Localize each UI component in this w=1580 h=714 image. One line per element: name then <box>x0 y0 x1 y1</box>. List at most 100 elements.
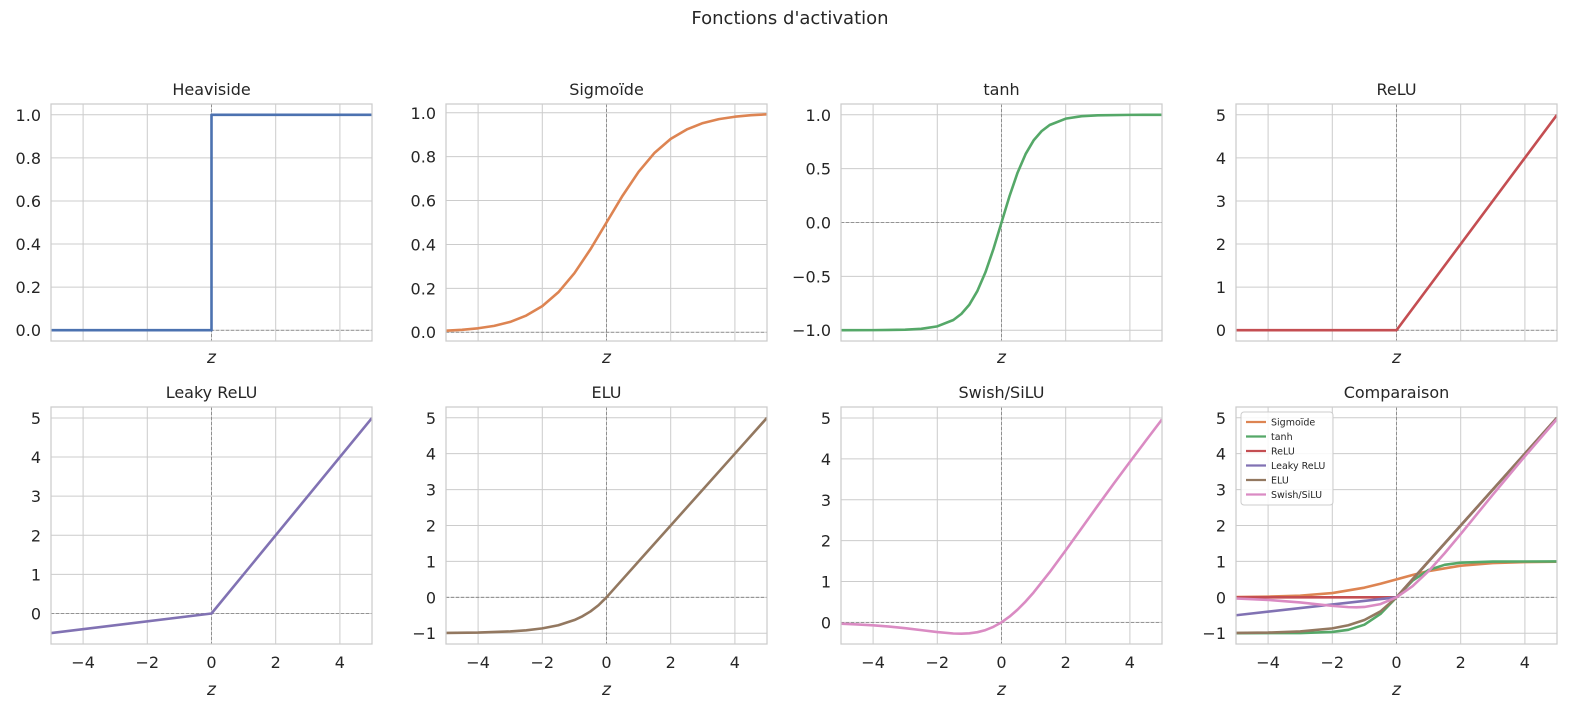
y-tick-label: 0.4 <box>16 235 41 254</box>
panel-title: tanh <box>983 80 1019 99</box>
axes-frame <box>445 406 768 645</box>
series-line-swish-silu <box>841 418 1162 635</box>
y-tick-label: 4 <box>1216 149 1226 168</box>
y-tick-label: −1 <box>1202 624 1226 643</box>
x-axis-label: z <box>206 680 217 700</box>
x-tick-label: 0 <box>601 653 611 672</box>
x-tick-label: 2 <box>271 653 281 672</box>
y-tick-label: 2 <box>1216 517 1226 536</box>
x-axis-label: z <box>206 348 217 368</box>
series-line-sigmoide <box>446 113 767 332</box>
panel-tanh: tanh −1.0 −0.5 0.0 0.5 1.0 z <box>792 80 1163 368</box>
x-tick-label: −4 <box>861 653 885 672</box>
y-tick-label: 4 <box>1216 445 1226 464</box>
y-tick-label: 1.0 <box>806 106 831 125</box>
y-tick-label: −1 <box>412 624 436 643</box>
x-tick-label: 4 <box>335 653 345 672</box>
figure-title: Fonctions d'activation <box>691 8 888 29</box>
x-axis-label: z <box>1391 680 1402 700</box>
legend-label-sigmoide: Sigmoïde <box>1271 418 1315 429</box>
series-line-swish-silu <box>1236 418 1557 609</box>
legend-label-leaky-relu: Leaky ReLU <box>1271 461 1325 472</box>
y-tick-label: 0.0 <box>16 321 41 340</box>
x-tick-label: 0 <box>1391 653 1401 672</box>
axes-frame <box>1235 103 1558 342</box>
y-tick-label: 1.0 <box>411 104 436 123</box>
x-tick-label: 2 <box>666 653 676 672</box>
x-axis-label: z <box>601 680 612 700</box>
y-tick-label: 2 <box>821 532 831 551</box>
panel-title: ELU <box>592 383 622 402</box>
y-tick-label: 1 <box>426 552 436 571</box>
axes-frame <box>840 103 1163 342</box>
legend-label-tanh: tanh <box>1271 432 1293 443</box>
x-axis-label: z <box>601 348 612 368</box>
y-tick-label: 1 <box>31 565 41 584</box>
y-tick-label: 3 <box>426 481 436 500</box>
y-tick-label: 5 <box>31 409 41 428</box>
series-line-leaky-relu <box>51 417 372 635</box>
panel-title: Comparaison <box>1344 383 1450 402</box>
panel-title: ReLU <box>1376 80 1416 99</box>
y-tick-label: 0.8 <box>16 149 41 168</box>
x-axis-label: z <box>996 348 1007 368</box>
panel-title: Heaviside <box>172 80 250 99</box>
y-tick-label: 4 <box>426 445 436 464</box>
y-tick-label: 0.0 <box>806 214 831 233</box>
x-tick-label: 0 <box>996 653 1006 672</box>
panel-swish-silu: Swish/SiLU 0 1 2 3 4 5 −4 −2 0 2 4 z <box>821 383 1163 700</box>
series-line-elu <box>1236 416 1557 635</box>
series-line-sigmoide <box>1236 560 1557 599</box>
legend: Sigmoïde tanh ReLU Leaky ReLU ELU Swish/SiLU <box>1240 411 1334 506</box>
y-tick-label: −0.5 <box>792 267 831 286</box>
y-tick-label: 0 <box>821 613 831 632</box>
legend-label-swish-silu: Swish/SiLU <box>1271 490 1322 501</box>
y-tick-label: 0.2 <box>16 278 41 297</box>
y-tick-label: 2 <box>31 526 41 545</box>
series-line-heaviside <box>51 113 372 332</box>
axes-frame <box>1235 406 1558 645</box>
y-tick-label: 4 <box>31 448 41 467</box>
panel-title: Leaky ReLU <box>166 383 258 402</box>
axes-frame <box>445 103 768 342</box>
y-tick-label: 0 <box>31 604 41 623</box>
y-tick-label: 3 <box>1216 481 1226 500</box>
legend-box <box>1240 411 1334 506</box>
y-tick-label: 1 <box>1216 552 1226 571</box>
y-tick-label: 0 <box>1216 321 1226 340</box>
panel-elu: ELU −1 0 1 2 3 4 5 −4 −2 0 2 4 z <box>412 383 768 700</box>
x-tick-label: −2 <box>926 653 950 672</box>
legend-label-elu: ELU <box>1271 476 1289 487</box>
x-tick-label: −4 <box>466 653 490 672</box>
x-tick-label: 4 <box>730 653 740 672</box>
y-tick-label: 1 <box>1216 278 1226 297</box>
panel-comparaison: Comparaison −1 0 1 2 3 4 5 −4 −2 0 2 4 z Sigmoïde tanh R… <box>1202 383 1558 700</box>
panel-leaky-relu: Leaky ReLU 0 1 2 3 4 5 −4 −2 0 2 4 z <box>31 383 373 700</box>
y-tick-label: 0.8 <box>411 148 436 167</box>
axes-frame <box>50 103 373 342</box>
x-axis-label: z <box>1391 348 1402 368</box>
panel-relu: ReLU 0 1 2 3 4 5 z <box>1216 80 1558 368</box>
y-tick-label: 5 <box>1216 106 1226 125</box>
y-tick-label: 5 <box>821 409 831 428</box>
panel-heaviside: Heaviside 0.0 0.2 0.4 0.6 0.8 1.0 z <box>16 80 373 368</box>
y-tick-label: 1.0 <box>16 106 41 125</box>
panel-title: Sigmoïde <box>569 80 644 99</box>
x-tick-label: −2 <box>136 653 160 672</box>
y-tick-label: 2 <box>426 517 436 536</box>
y-tick-label: 0 <box>426 588 436 607</box>
x-tick-label: 2 <box>1061 653 1071 672</box>
y-tick-label: −1.0 <box>792 321 831 340</box>
x-tick-label: 2 <box>1456 653 1466 672</box>
axes-frame <box>840 406 1163 645</box>
y-tick-label: 3 <box>1216 192 1226 211</box>
legend-label-relu: ReLU <box>1271 447 1295 458</box>
y-tick-label: 3 <box>821 491 831 510</box>
y-tick-label: 1 <box>821 572 831 591</box>
axes-frame <box>50 406 373 645</box>
x-tick-label: −4 <box>1256 653 1280 672</box>
y-tick-label: 0.5 <box>806 160 831 179</box>
x-tick-label: 4 <box>1520 653 1530 672</box>
y-tick-label: 0.4 <box>411 235 436 254</box>
